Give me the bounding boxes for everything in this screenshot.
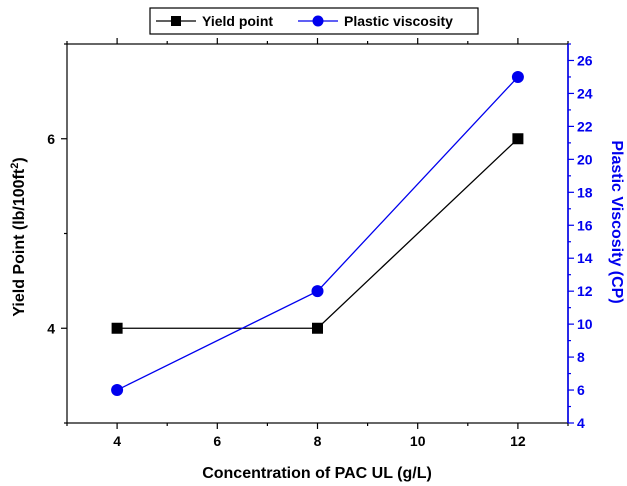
series-line bbox=[117, 138, 519, 329]
y-tick-right-label: 6 bbox=[577, 382, 585, 398]
y-axis-left-label: Yield Point (lb/100ft2) bbox=[9, 157, 28, 316]
x-tick-label: 4 bbox=[113, 433, 121, 449]
legend-marker bbox=[312, 15, 324, 27]
plot-frame bbox=[66, 43, 569, 424]
y-tick-right-label: 18 bbox=[577, 184, 593, 200]
data-point bbox=[511, 70, 524, 83]
y-tick-left-label: 4 bbox=[47, 320, 55, 336]
x-tick-label: 12 bbox=[510, 433, 526, 449]
data-point bbox=[512, 133, 524, 145]
y-tick-right-label: 14 bbox=[577, 250, 593, 266]
y-tick-right-label: 8 bbox=[577, 349, 585, 365]
y-tick-right-label: 10 bbox=[577, 316, 593, 332]
legend-marker bbox=[171, 16, 181, 26]
legend-label: Plastic viscosity bbox=[344, 13, 453, 29]
y-tick-right-label: 4 bbox=[577, 415, 585, 431]
y-tick-right-label: 16 bbox=[577, 217, 593, 233]
y-axis-right-label: Plastic Viscosity (CP) bbox=[608, 140, 625, 303]
x-tick-label: 8 bbox=[314, 433, 322, 449]
data-point bbox=[111, 322, 123, 334]
legend-label: Yield point bbox=[202, 13, 273, 29]
y-tick-left-label: 6 bbox=[47, 131, 55, 147]
y-tick-right-label: 22 bbox=[577, 118, 593, 134]
y-tick-right-label: 26 bbox=[577, 52, 593, 68]
series-2 bbox=[111, 70, 524, 397]
x-tick-label: 6 bbox=[213, 433, 221, 449]
series-1 bbox=[111, 133, 524, 334]
y-tick-right-label: 24 bbox=[577, 85, 593, 101]
data-point bbox=[312, 322, 323, 334]
y-tick-right-label: 12 bbox=[577, 283, 593, 299]
series-line bbox=[116, 76, 519, 391]
y-tick-right-label: 20 bbox=[577, 151, 593, 167]
x-axis-label: Concentration of PAC UL (g/L) bbox=[202, 465, 432, 482]
y-axis-left-label-sup: 2 bbox=[9, 163, 21, 169]
legend: Yield point Plastic viscosity bbox=[149, 7, 479, 35]
y-axis-left-label-main: Yield Point (lb/100ft bbox=[11, 168, 28, 317]
data-point bbox=[311, 285, 324, 298]
data-point bbox=[111, 384, 124, 397]
x-tick-label: 10 bbox=[410, 433, 426, 449]
y-axis-left-label-close: ) bbox=[11, 157, 28, 162]
